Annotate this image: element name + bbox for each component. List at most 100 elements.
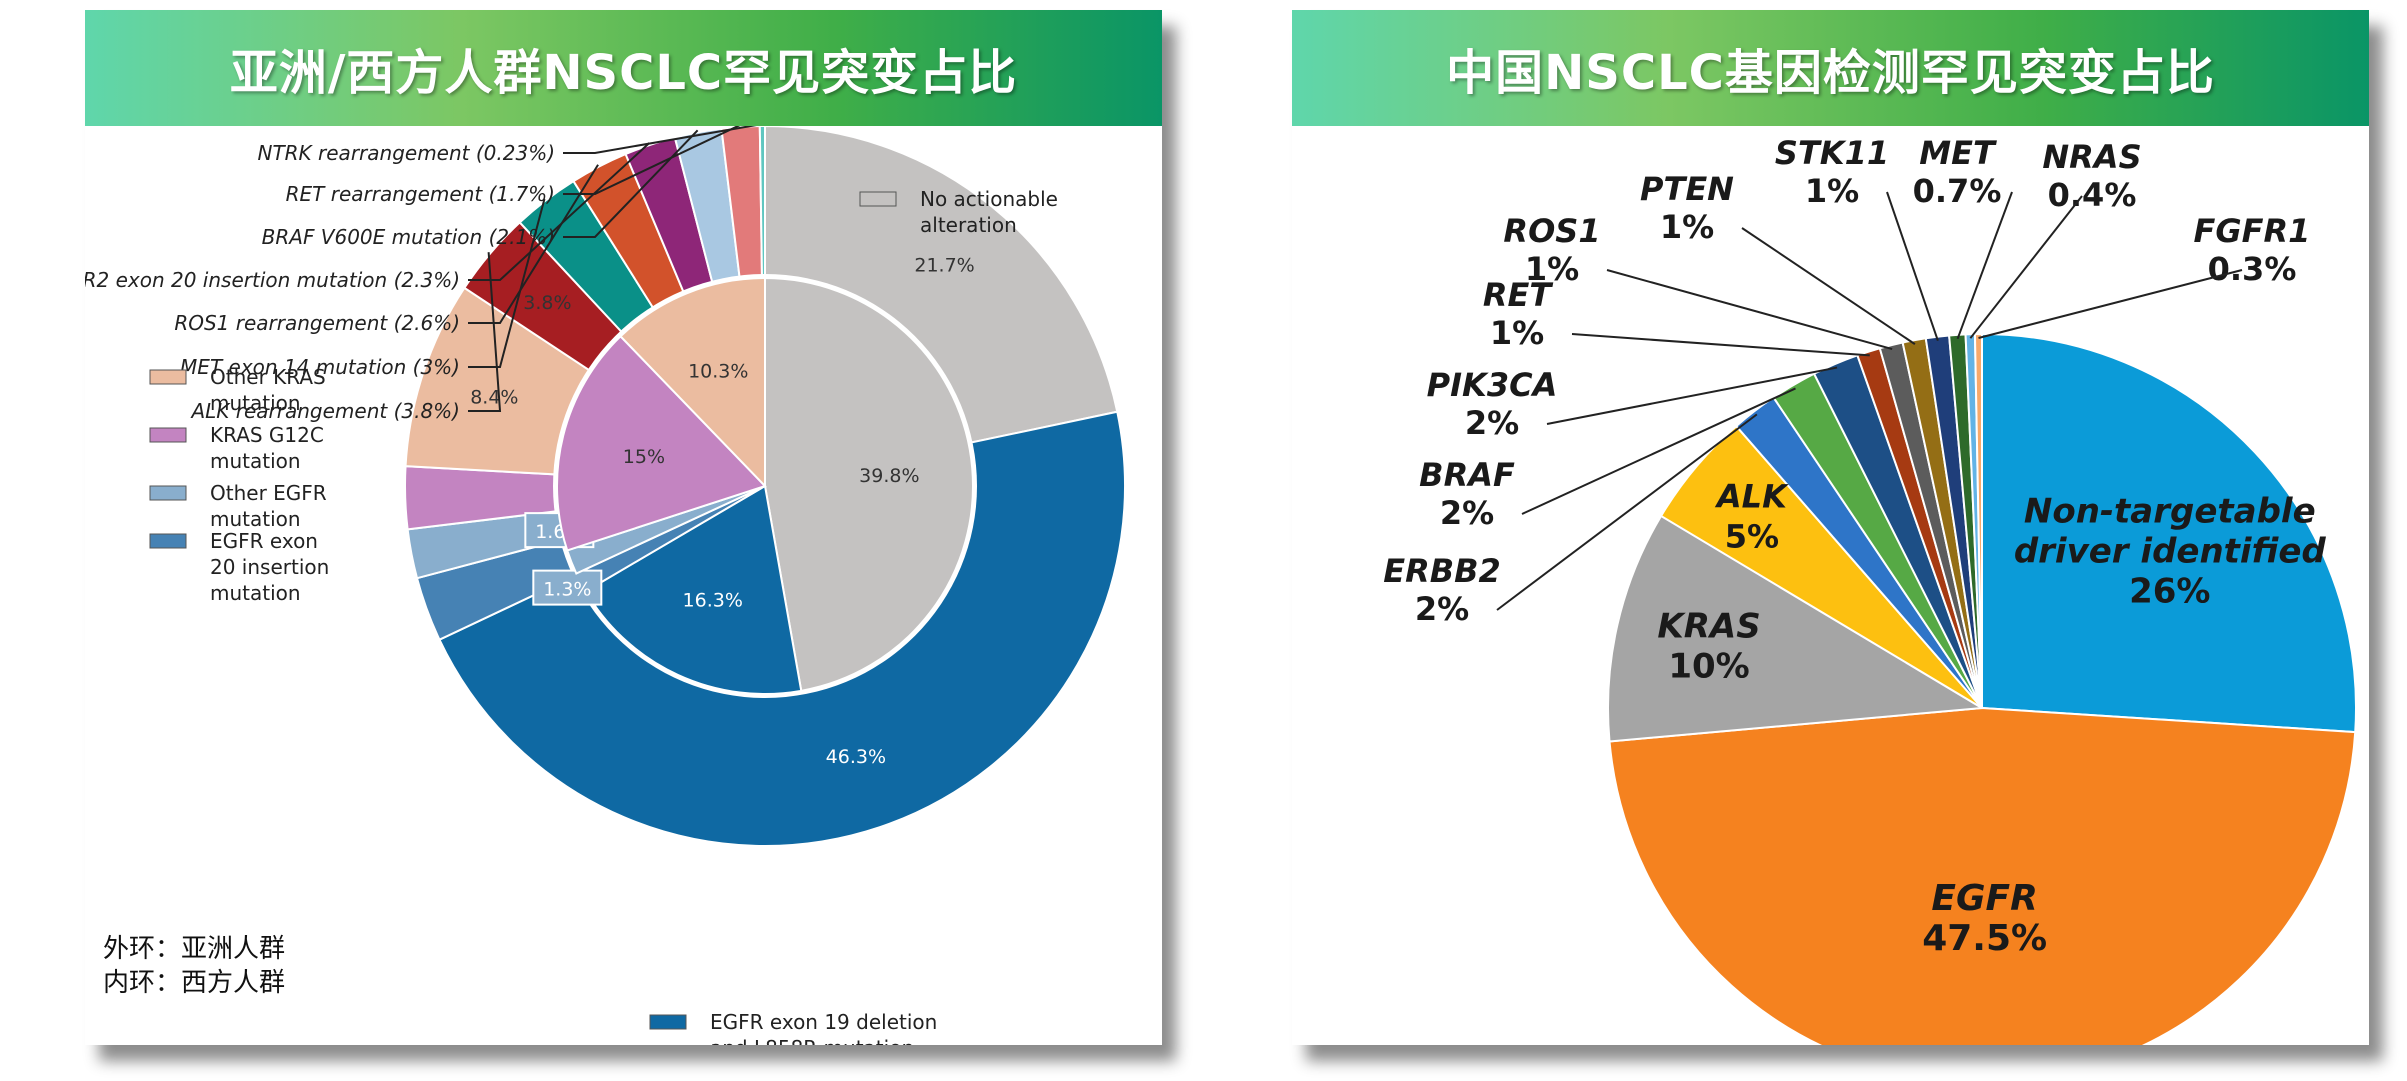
callout-ret-rearrangement: RET rearrangement (1.7%) <box>286 182 555 206</box>
legend-label: mutation <box>210 449 301 473</box>
legend-label: Other KRAS <box>210 365 326 389</box>
inner-slice-egfr-exon-19-deletion-and-l858r-mutation <box>584 484 803 695</box>
pie-callout-value: 1% <box>1490 314 1544 352</box>
pie-callout-gene: NRAS <box>2042 138 2141 176</box>
pie-callout-gene: FGFR1 <box>2194 212 2311 250</box>
inner-slice-label: 15% <box>623 446 665 468</box>
legend-swatch <box>149 533 187 549</box>
right-chart-title: 中国NSCLC基因检测罕见突变占比 <box>1446 45 2215 101</box>
asian-western-donut-chart: 21.7%46.3%2.9%2.2%2.8%8.4%3.8%3%2.6%2.3%… <box>85 126 1126 1045</box>
pie-callout-gene: BRAF <box>1419 456 1515 494</box>
pie-inner-label: 47.5% <box>1922 918 2047 959</box>
outer-slice-label: 46.3% <box>826 746 886 768</box>
pie-callout-leader <box>1496 413 1758 611</box>
legend-swatch <box>859 191 897 207</box>
pie-inner-label: 5% <box>1725 518 1779 556</box>
inner-slice-kras-g12c-mutation <box>556 334 767 552</box>
legend-label: mutation <box>210 507 301 531</box>
callout-ntrk-rearrangement: NTRK rearrangement (0.23%) <box>257 141 555 165</box>
inner-slice-label: 16.3% <box>683 589 743 611</box>
left-chart-title: 亚洲/西方人群NSCLC罕见突变占比 <box>229 45 1018 101</box>
outer-slice-label: 8.4% <box>470 387 518 409</box>
pie-callout-value: 1% <box>1525 250 1579 288</box>
pie-slice-fgfr1 <box>1973 332 1983 709</box>
pie-callout-leader <box>1546 366 1838 425</box>
callout-leader-line <box>468 164 599 324</box>
legend-swatch <box>149 485 187 501</box>
callout-ros1-rearrangement: ROS1 rearrangement (2.6%) <box>174 311 460 335</box>
legend-label: Other EGFR <box>210 481 327 505</box>
legend-label: EGFR exon 19 deletion <box>710 1010 937 1034</box>
pie-callout-gene: PIK3CA <box>1427 366 1558 404</box>
legend-label: 20 insertion <box>210 555 329 579</box>
pie-inner-label: KRAS <box>1657 607 1760 647</box>
pie-inner-label: Non-targetable <box>2024 492 2316 532</box>
outer-slice-label: 21.7% <box>914 255 974 277</box>
legend-swatch <box>149 369 187 385</box>
legend-label: EGFR exon <box>210 529 318 553</box>
pie-callout-leader <box>1741 227 1916 345</box>
callout-leader-line <box>468 142 650 281</box>
pie-callout-gene: MET <box>1919 134 1997 172</box>
right-chart-panel: 中国NSCLC基因检测罕见突变占比 Non-targetable driver i… <box>1292 10 2369 1045</box>
pie-callout-value: 0.3% <box>2208 250 2297 288</box>
inner-slice-label-box <box>532 569 603 606</box>
legend-label: and L858R mutation <box>710 1036 914 1045</box>
pie-callout-leader <box>1606 269 1893 351</box>
outer-slice-label: 3.8% <box>523 292 571 314</box>
legend-label: No actionable <box>920 187 1058 211</box>
pie-callout-gene: ROS1 <box>1503 212 1600 250</box>
callout-met-exon-14-mutation: MET exon 14 mutation (3%) <box>180 355 460 379</box>
legend-swatch <box>149 427 187 443</box>
left-title-banner: 亚洲/西方人群NSCLC罕见突变占比 <box>85 10 1162 126</box>
pie-callout-leader <box>1521 387 1796 515</box>
pie-callout-value: 2% <box>1415 590 1469 628</box>
callout-her2-exon-20-insertion-mutation: HER2 exon 20 insertion mutation (2.3%) <box>85 268 460 292</box>
pie-inner-label: 10% <box>1668 647 1749 687</box>
inner-slice-label: 39.8% <box>859 465 919 487</box>
pie-callout-value: 2% <box>1440 494 1494 532</box>
pie-slice-non-targetable-driver-identified <box>1981 332 2357 734</box>
pie-callout-gene: ERBB2 <box>1383 552 1501 590</box>
callout-braf-v600e-mutation: BRAF V600E mutation (2.1%) <box>262 225 555 249</box>
inner-slice-label: 10.3% <box>688 360 748 382</box>
callout-leader-line <box>468 198 546 368</box>
pie-inner-label: EGFR <box>1931 878 2037 919</box>
pie-slice-kras <box>1607 514 1986 743</box>
pie-callout-leader <box>1978 269 2243 339</box>
pie-inner-label: 26% <box>2129 572 2210 612</box>
inner-slice-no-actionable-alteration <box>764 276 974 692</box>
pie-callout-leader <box>1571 333 1870 357</box>
pie-inner-label: ALK <box>1714 478 1789 516</box>
pie-callout-leader <box>1969 195 2083 339</box>
right-title-banner: 中国NSCLC基因检测罕见突变占比 <box>1292 10 2369 126</box>
legend-label: KRAS G12C <box>210 423 324 447</box>
inner-slice-other-kras-mutation <box>619 276 766 489</box>
inner-slice-label: 1.3% <box>543 579 591 601</box>
legend-label: mutation <box>210 391 301 415</box>
pie-callout-value: 1% <box>1805 172 1859 210</box>
pie-slice-egfr <box>1608 706 2357 1045</box>
callout-alk-rearrangement: ALK rearrangement (3.8%) <box>189 399 460 423</box>
pie-callout-value: 0.4% <box>2048 176 2137 214</box>
left-chart-panel: 亚洲/西方人群NSCLC罕见突变占比 21.7%46.3%2.9%2.2%2.8… <box>85 10 1162 1045</box>
callout-leader-line <box>563 129 699 238</box>
pie-callout-leader <box>1956 191 2013 340</box>
pie-callout-gene: RET <box>1483 276 1554 314</box>
legend-label: mutation <box>210 581 301 605</box>
pie-inner-label: driver identified <box>2014 532 2327 572</box>
pie-callout-gene: PTEN <box>1640 170 1734 208</box>
footnote-inner-ring: 内环：西方人群 <box>103 968 286 998</box>
footnote-outer-ring: 外环：亚洲人群 <box>103 934 286 964</box>
pie-callout-value: 1% <box>1660 208 1714 246</box>
legend-swatch <box>649 1014 687 1030</box>
pie-callout-gene: STK11 <box>1775 134 1889 172</box>
pie-callout-value: 0.7% <box>1913 172 2002 210</box>
pie-callout-leader <box>1886 191 1939 341</box>
pie-callout-value: 2% <box>1465 404 1519 442</box>
callout-leader-line <box>563 126 757 154</box>
legend-label: alteration <box>920 213 1017 237</box>
callout-leader-line <box>468 252 502 412</box>
callout-leader-line <box>563 126 741 195</box>
